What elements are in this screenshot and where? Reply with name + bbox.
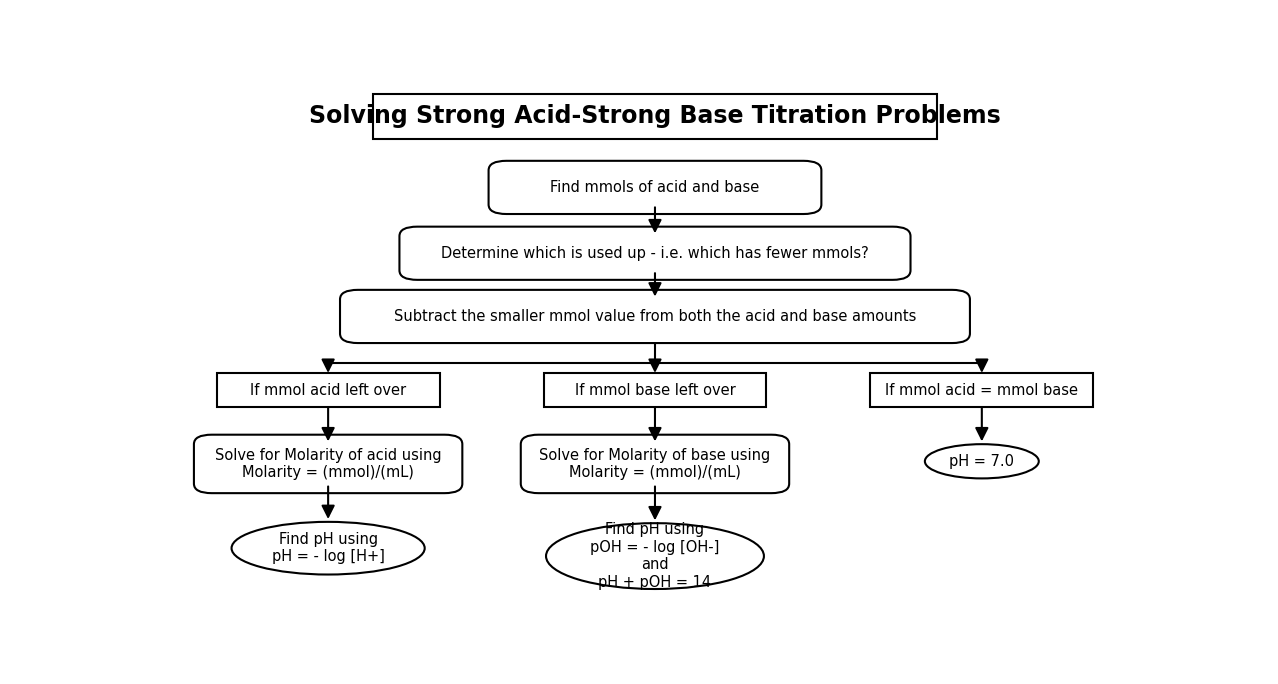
Text: Solve for Molarity of acid using
Molarity = (mmol)/(mL): Solve for Molarity of acid using Molarit… (215, 448, 441, 480)
FancyBboxPatch shape (488, 161, 822, 214)
Text: Solving Strong Acid-Strong Base Titration Problems: Solving Strong Acid-Strong Base Titratio… (309, 105, 1001, 129)
Text: If mmol base left over: If mmol base left over (575, 382, 735, 397)
Text: Find pH using
pOH = - log [OH-]
and
pH + pOH = 14: Find pH using pOH = - log [OH-] and pH +… (590, 523, 720, 590)
Text: Subtract the smaller mmol value from both the acid and base amounts: Subtract the smaller mmol value from bot… (394, 309, 916, 324)
Text: If mmol acid left over: If mmol acid left over (250, 382, 406, 397)
FancyBboxPatch shape (373, 94, 937, 139)
Text: Find pH using
pH = - log [H+]: Find pH using pH = - log [H+] (272, 532, 385, 564)
Text: Find mmols of acid and base: Find mmols of acid and base (551, 180, 759, 195)
Ellipse shape (231, 522, 424, 575)
Ellipse shape (925, 444, 1039, 478)
FancyBboxPatch shape (870, 373, 1093, 407)
FancyBboxPatch shape (217, 373, 440, 407)
Text: Solve for Molarity of base using
Molarity = (mmol)/(mL): Solve for Molarity of base using Molarit… (539, 448, 771, 480)
FancyBboxPatch shape (520, 435, 790, 493)
Text: pH = 7.0: pH = 7.0 (950, 453, 1015, 469)
FancyBboxPatch shape (400, 226, 910, 280)
FancyBboxPatch shape (340, 290, 970, 343)
Text: If mmol acid = mmol base: If mmol acid = mmol base (886, 382, 1079, 397)
Ellipse shape (546, 523, 764, 589)
Text: Determine which is used up - i.e. which has fewer mmols?: Determine which is used up - i.e. which … (441, 246, 869, 261)
FancyBboxPatch shape (194, 435, 463, 493)
FancyBboxPatch shape (543, 373, 767, 407)
